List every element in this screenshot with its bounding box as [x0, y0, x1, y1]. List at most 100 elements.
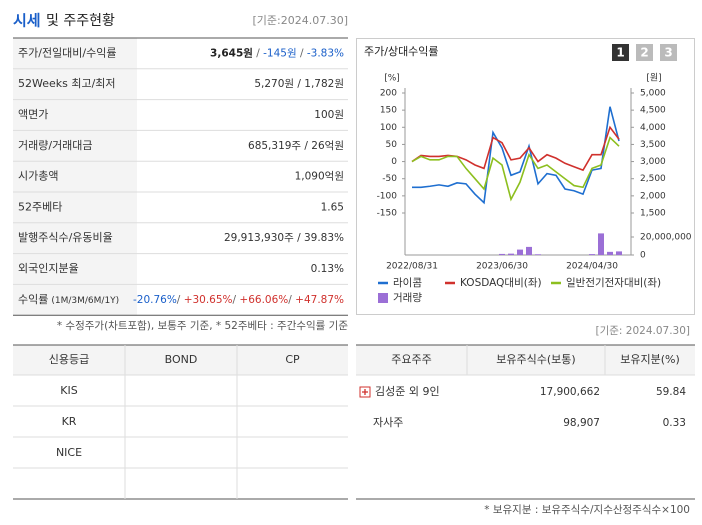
chart-tab-label: 1	[616, 46, 624, 60]
holders-note: * 보유지분 : 보유주식수/지수산정주식수×100	[484, 504, 690, 516]
row-label-text: 시가총액	[18, 170, 58, 183]
y2-tick-label: 2,500	[640, 174, 666, 184]
holders-header-bg	[356, 345, 695, 375]
row-label-text: 52주베타	[18, 200, 62, 213]
value-part: 3,645원	[210, 46, 253, 59]
y-tick-label: -150	[377, 209, 398, 219]
row-label: 외국인지분율	[18, 262, 79, 275]
y2-tick-label: 3,000	[640, 157, 666, 167]
volume-bar	[616, 251, 622, 255]
row-label: 발행주식수/유동비율	[18, 231, 113, 244]
holder-name: 자사주	[373, 416, 403, 429]
holder-shares: 98,907	[563, 417, 600, 429]
value-part: 1,090억원	[295, 171, 344, 183]
volume-bar	[535, 254, 541, 255]
row-value: 5,270원 / 1,782원	[254, 78, 344, 90]
legend-label: 일반전기전자대비(좌)	[566, 276, 661, 289]
label-column	[13, 38, 137, 315]
credit-header: CP	[285, 353, 300, 366]
value-part: /	[253, 47, 263, 59]
row-label: 주가/전일대비/수익률	[18, 45, 117, 59]
chart-tab[interactable]	[636, 44, 653, 61]
chart-tab[interactable]	[660, 44, 677, 61]
row-label: 52주베타	[18, 200, 62, 213]
row-label: 52Weeks 최고/최저	[18, 77, 116, 90]
credit-agency: KIS	[60, 384, 77, 397]
value-part: +30.65%	[184, 294, 233, 306]
row-value: 685,319주 / 26억원	[248, 140, 344, 152]
row-value: 3,645원 / -145원 / -3.83%	[210, 46, 344, 59]
volume-bar	[598, 233, 604, 255]
row-label-text: 52Weeks 최고/최저	[18, 77, 116, 90]
row-label: 거래량/거래대금	[18, 139, 93, 152]
note: * 수정주가(차트포함), 보통주 기준, * 52주베타 : 주간수익률 기준	[57, 320, 348, 332]
legend-label: KOSDAQ대비(좌)	[460, 277, 542, 289]
value-part: /	[233, 294, 240, 306]
legend-label: 라이콤	[393, 277, 422, 289]
x-tick-label: 2024/04/30	[566, 262, 618, 272]
date: [기준:2024.07.30]	[252, 14, 348, 27]
y-tick-label: 150	[380, 106, 397, 116]
holders-header: 주요주주	[391, 353, 431, 366]
row-label-text: 외국인지분율	[18, 262, 79, 275]
row-value: 0.13%	[311, 263, 344, 275]
value-part: /	[288, 294, 295, 306]
chart-title: 주가/상대수익률	[364, 45, 439, 58]
y2-axis-label: [원]	[646, 73, 661, 84]
row-label: 수익률 (1M/3M/6M/1Y)	[18, 293, 119, 306]
volume-bar	[607, 251, 613, 255]
chart-panel	[356, 38, 695, 315]
y2-tick-label: 2,000	[640, 191, 666, 201]
y2-tick-label: 1,500	[640, 209, 666, 219]
y2-tick-label: 4,500	[640, 106, 666, 116]
expand-plus	[362, 389, 368, 395]
credit-agency: NICE	[56, 446, 82, 459]
holders-header: 보유주식수(보통)	[496, 353, 575, 366]
row-label-text: 거래량/거래대금	[18, 139, 93, 152]
value-part: 0.13%	[311, 263, 344, 275]
holder-name: 김성준 외 9인	[375, 385, 440, 398]
row-value: 100원	[314, 109, 344, 121]
legend-swatch	[378, 293, 388, 303]
value-part: +47.87%	[295, 294, 344, 306]
value-part: /	[297, 47, 307, 59]
volume-tick-label: 20,000,000	[640, 233, 692, 243]
volume-bar	[508, 253, 514, 255]
volume-bar	[517, 249, 523, 255]
row-label-text: 발행주식수/유동비율	[18, 231, 113, 244]
chart-tab-label: 2	[640, 46, 648, 60]
value-part: 100원	[314, 109, 344, 121]
value-part: 5,270원 / 1,782원	[254, 78, 344, 90]
volume-bar	[526, 246, 532, 255]
y-tick-label: -50	[382, 174, 397, 184]
holders-date: [기준: 2024.07.30]	[595, 325, 690, 337]
credit-header: BOND	[165, 353, 198, 366]
section-subtitle: 및 주주현황	[46, 13, 115, 29]
volume-tick-label: 0	[640, 251, 646, 261]
x-tick-label: 2023/06/30	[476, 262, 528, 272]
row-label: 시가총액	[18, 170, 58, 183]
row-value: 29,913,930주 / 39.83%	[224, 232, 344, 244]
value-part: -20.76%	[133, 294, 177, 306]
value-part: +66.06%	[239, 294, 288, 306]
row-value: -20.76%/ +30.65%/ +66.06%/ +47.87%	[133, 294, 344, 306]
row-value: 1.65	[321, 201, 344, 213]
y-tick-label: 200	[380, 89, 397, 99]
y-tick-label: 100	[380, 123, 397, 133]
y-tick-label: 0	[391, 157, 397, 167]
y2-tick-label: 5,000	[640, 89, 666, 99]
row-label-text: 액면가	[18, 108, 48, 121]
chart-tab[interactable]	[612, 44, 629, 61]
y-axis-label: [%]	[384, 74, 400, 84]
value-part: /	[177, 294, 184, 306]
row-label: 액면가	[18, 108, 48, 121]
value-part: 29,913,930주 / 39.83%	[224, 232, 344, 244]
legend-label: 거래량	[393, 292, 422, 304]
row-value: 1,090억원	[295, 171, 344, 183]
y2-tick-label: 3,500	[640, 140, 666, 150]
series-line	[411, 125, 620, 172]
row-sublabel: (1M/3M/6M/1Y)	[51, 295, 119, 305]
x-tick-label: 2022/08/31	[386, 262, 438, 272]
value-part: 685,319주 / 26억원	[248, 140, 344, 152]
